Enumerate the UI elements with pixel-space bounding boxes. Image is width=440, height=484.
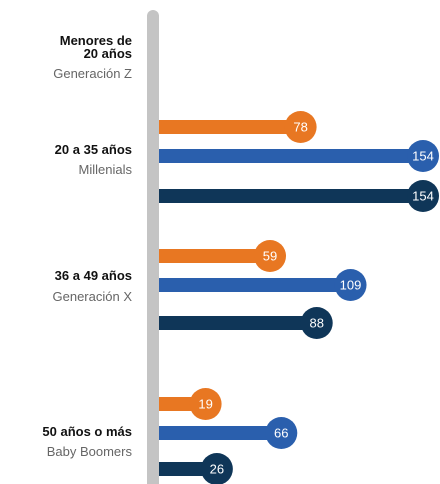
category-label: Menores de 20 años — [59, 33, 132, 61]
category-subtitle: Generación Z — [53, 66, 132, 81]
value-label: 66 — [274, 426, 288, 441]
value-label: 26 — [210, 462, 224, 477]
bar — [159, 189, 423, 203]
bar-end — [407, 180, 439, 212]
category-label: 36 a 49 años — [54, 268, 132, 283]
value-label: 154 — [412, 149, 434, 164]
bar-end — [284, 111, 317, 143]
bar — [159, 120, 301, 134]
value-label: 19 — [198, 397, 212, 412]
category-label: 50 años o más — [42, 424, 132, 439]
bar — [159, 316, 317, 330]
value-label: 88 — [309, 316, 323, 331]
bar — [159, 249, 271, 263]
value-label: 78 — [293, 120, 307, 135]
bar — [159, 426, 282, 440]
value-label: 59 — [263, 249, 277, 264]
bar-end — [407, 140, 439, 172]
bar-end — [265, 417, 298, 449]
value-label: 154 — [412, 189, 434, 204]
category-subtitle: Millenials — [78, 162, 132, 177]
category-subtitle: Generación X — [52, 289, 133, 304]
bar-end — [189, 388, 222, 420]
bar-end — [254, 240, 287, 272]
bar-end — [334, 269, 367, 301]
bar-end — [200, 453, 233, 484]
axis-bar — [147, 10, 159, 484]
category-subtitle: Baby Boomers — [46, 444, 132, 459]
category-label: 20 a 35 años — [54, 142, 132, 157]
value-label: 109 — [340, 278, 362, 293]
bar — [159, 149, 423, 163]
bar-end — [300, 307, 333, 339]
bar — [159, 278, 351, 292]
